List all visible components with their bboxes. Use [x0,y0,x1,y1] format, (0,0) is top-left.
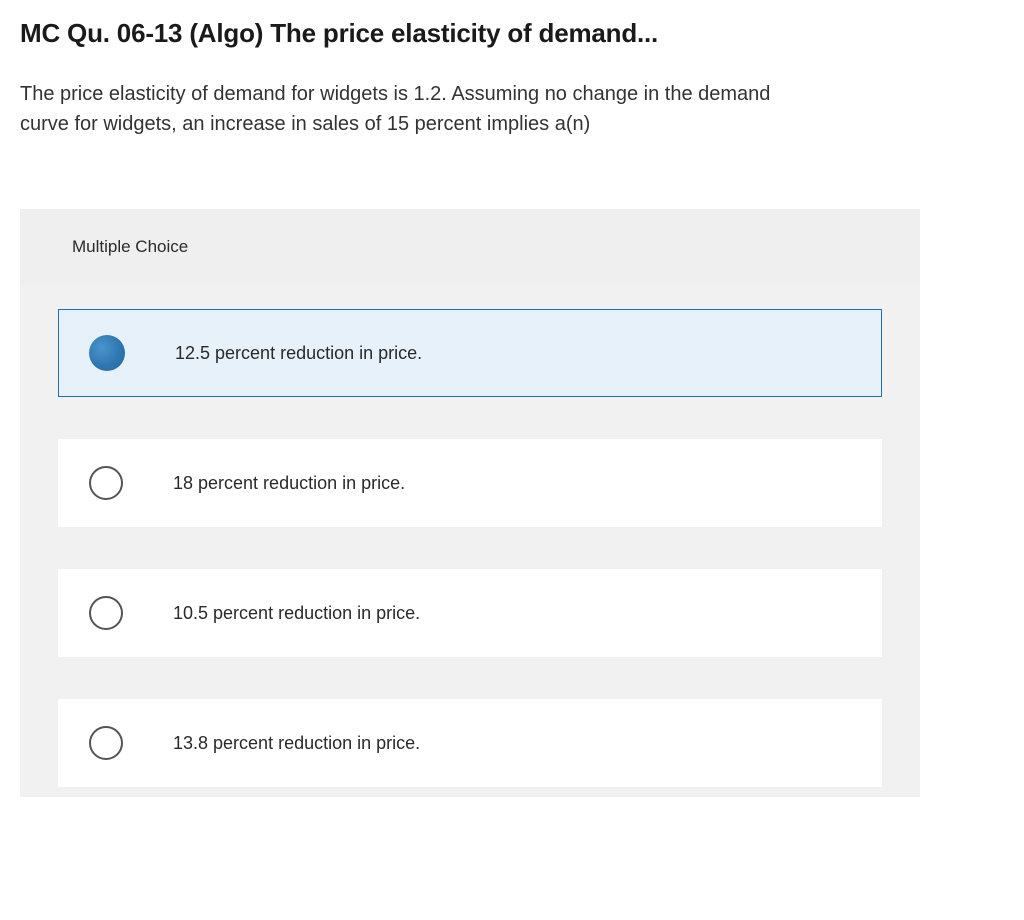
option-label: 18 percent reduction in price. [173,473,405,494]
option-label: 13.8 percent reduction in price. [173,733,420,754]
option-4[interactable]: 13.8 percent reduction in price. [58,699,882,787]
radio-icon [89,335,125,371]
radio-icon [89,466,123,500]
multiple-choice-container: Multiple Choice 12.5 percent reduction i… [20,209,920,797]
options-area: 12.5 percent reduction in price. 18 perc… [20,285,920,787]
question-title: MC Qu. 06-13 (Algo) The price elasticity… [20,18,1004,49]
radio-icon [89,596,123,630]
radio-icon [89,726,123,760]
question-body: The price elasticity of demand for widge… [20,79,800,139]
option-1[interactable]: 12.5 percent reduction in price. [58,309,882,397]
multiple-choice-header: Multiple Choice [20,209,920,285]
option-3[interactable]: 10.5 percent reduction in price. [58,569,882,657]
option-2[interactable]: 18 percent reduction in price. [58,439,882,527]
option-label: 10.5 percent reduction in price. [173,603,420,624]
option-label: 12.5 percent reduction in price. [175,343,422,364]
